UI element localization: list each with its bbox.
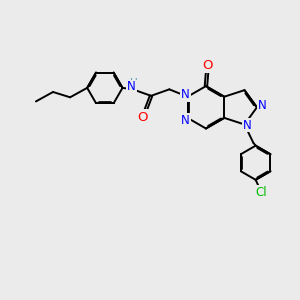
- Text: N: N: [127, 80, 136, 94]
- Text: N: N: [258, 99, 267, 112]
- Text: O: O: [137, 110, 148, 124]
- Text: N: N: [181, 88, 190, 101]
- Text: Cl: Cl: [255, 186, 267, 199]
- Text: N: N: [243, 118, 252, 131]
- Text: N: N: [181, 114, 190, 127]
- Text: H: H: [130, 78, 138, 88]
- Text: O: O: [202, 59, 213, 72]
